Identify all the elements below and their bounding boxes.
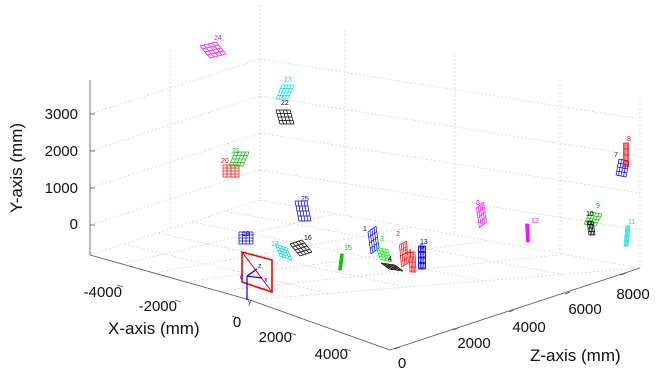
grid-line <box>186 241 488 282</box>
board-label: 9 <box>596 203 600 210</box>
board-grid <box>276 110 294 124</box>
camera-frame: c x y z <box>240 252 272 306</box>
board-14: 14 <box>404 249 416 272</box>
board-label: 16 <box>304 235 312 242</box>
board-grid <box>295 201 311 221</box>
board-4: 4 <box>381 256 403 271</box>
board-label: 13 <box>420 239 428 246</box>
board-21: 21 <box>229 148 249 166</box>
board-13: 13 <box>419 239 428 269</box>
board-grid <box>624 143 629 167</box>
board-label: 24 <box>214 35 222 42</box>
camera: c x y z <box>240 252 272 306</box>
grid-line <box>260 59 640 119</box>
board-grid <box>339 254 344 270</box>
board-grid <box>276 85 294 99</box>
grid-lines <box>90 5 640 300</box>
board-12: 12 <box>526 218 539 242</box>
board-23: 23 <box>276 77 294 99</box>
grid-line <box>90 200 260 255</box>
board-label: 8 <box>627 136 631 143</box>
grid-line <box>260 133 640 193</box>
board-grid <box>381 263 403 271</box>
board-11: 11 <box>624 219 635 246</box>
board-label: 25 <box>301 196 309 203</box>
camera-axis-label: z <box>258 263 262 270</box>
board-label: 1 <box>363 226 367 233</box>
board-label: 6 <box>476 200 480 207</box>
grid-line <box>90 96 260 151</box>
board-24: 24 <box>200 35 226 58</box>
board-label: 10 <box>586 211 594 218</box>
camera-label: c <box>240 274 244 281</box>
board-label: 21 <box>232 148 240 155</box>
board-label: 3 <box>380 236 384 243</box>
axis-edge <box>390 268 640 350</box>
z-axis-title: Z-axis (mm) <box>530 346 621 365</box>
grid-line <box>158 233 406 287</box>
x-tick-label: 0 <box>233 314 241 331</box>
board-25: 25 <box>295 196 311 221</box>
board-18: 18 <box>239 231 253 244</box>
board-6: 6 <box>476 200 487 228</box>
grid-line <box>260 170 640 230</box>
board-8: 8 <box>624 136 632 167</box>
z-tick-label: 4000 <box>512 319 545 336</box>
y-tick-label: 2000 <box>45 143 78 160</box>
y-tick-label: 3000 <box>45 106 78 123</box>
board-label: 18 <box>242 231 250 238</box>
board-label: 15 <box>344 245 352 252</box>
board-label: 4 <box>388 256 392 263</box>
grid-line <box>90 170 260 225</box>
board-10: 10 <box>586 211 595 235</box>
y-axis-title: Y-axis (mm) <box>7 123 26 213</box>
board-label: 7 <box>614 152 618 159</box>
board-grid <box>624 226 630 246</box>
grid-line <box>260 96 640 156</box>
board-label: 17 <box>271 241 279 248</box>
y-tick-label: 0 <box>70 216 78 233</box>
x-tick-label: 4000 <box>315 346 348 363</box>
board-label: 2 <box>396 231 400 238</box>
y-tick-label: 1000 <box>45 180 78 197</box>
y-axis-ticks: 0 1000 2000 3000 <box>45 106 78 233</box>
grid-line <box>250 268 640 300</box>
board-22: 22 <box>276 100 294 124</box>
board-grid <box>200 42 226 58</box>
board-label: 11 <box>628 219 635 226</box>
x-tick-label: -4000 <box>84 284 122 301</box>
board-20: 20 <box>221 158 239 177</box>
grid-line <box>90 59 260 114</box>
x-axis-title: X-axis (mm) <box>108 319 200 338</box>
z-tick-label: 6000 <box>568 301 601 318</box>
board-7: 7 <box>614 152 629 177</box>
grid-line <box>124 244 328 294</box>
camera-axis-z <box>247 269 257 276</box>
grid-line <box>260 200 640 268</box>
board-label: 20 <box>221 158 229 165</box>
board-grid <box>526 224 530 242</box>
board-label: 23 <box>284 77 292 84</box>
x-tick-label: 2000 <box>259 329 292 346</box>
camera-axis-label: y <box>248 299 252 306</box>
camera-axis-label: x <box>264 277 268 284</box>
z-tick-label: 2000 <box>457 335 490 352</box>
x-tick-label: -2000 <box>139 298 177 315</box>
z-tick-label: 8000 <box>616 286 649 303</box>
board-grid <box>290 240 312 256</box>
board-grid <box>223 165 239 177</box>
board-15: 15 <box>339 245 352 270</box>
board-label: 14 <box>404 249 412 256</box>
board-label: 22 <box>281 100 289 107</box>
board-label: 12 <box>531 218 539 225</box>
z-tick-label: 0 <box>398 355 406 372</box>
